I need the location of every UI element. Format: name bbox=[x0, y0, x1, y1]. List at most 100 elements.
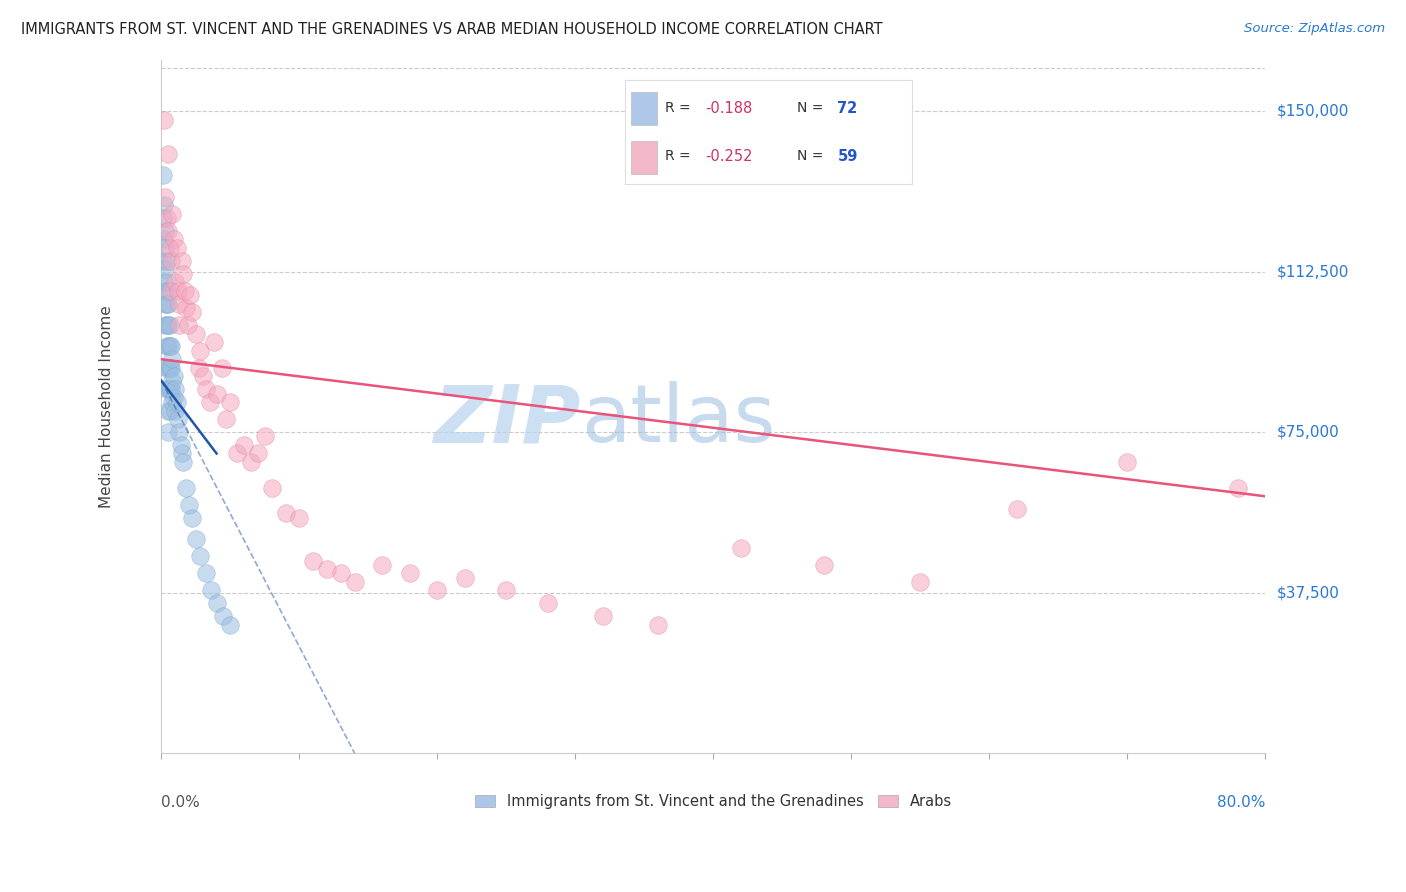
Point bbox=[165, 403, 187, 417]
Point bbox=[191, 369, 214, 384]
Point bbox=[155, 284, 177, 298]
Point bbox=[156, 275, 179, 289]
Point bbox=[184, 326, 207, 341]
Point bbox=[202, 335, 225, 350]
Point bbox=[162, 352, 184, 367]
Point bbox=[194, 566, 217, 581]
Point bbox=[172, 267, 194, 281]
Text: 0.0%: 0.0% bbox=[162, 795, 200, 810]
Point bbox=[170, 253, 193, 268]
Text: atlas: atlas bbox=[581, 381, 775, 459]
Point bbox=[163, 369, 186, 384]
Text: 80.0%: 80.0% bbox=[1218, 795, 1265, 810]
Point bbox=[180, 510, 202, 524]
Point bbox=[157, 224, 180, 238]
Point bbox=[211, 360, 233, 375]
Point bbox=[167, 284, 190, 298]
Point bbox=[1226, 481, 1249, 495]
Text: $37,500: $37,500 bbox=[1277, 585, 1340, 600]
Text: ZIP: ZIP bbox=[433, 381, 581, 459]
Point bbox=[153, 112, 176, 127]
Point bbox=[371, 558, 394, 572]
Point bbox=[343, 574, 366, 589]
Point bbox=[163, 232, 186, 246]
Point bbox=[162, 374, 184, 388]
Point bbox=[156, 382, 179, 396]
Point bbox=[157, 339, 180, 353]
Point bbox=[302, 553, 325, 567]
Point bbox=[162, 395, 184, 409]
Point bbox=[169, 296, 191, 310]
Point bbox=[159, 318, 181, 332]
Point bbox=[153, 232, 176, 246]
Point bbox=[288, 510, 311, 524]
Point bbox=[205, 596, 228, 610]
Point bbox=[240, 455, 263, 469]
Point bbox=[180, 305, 202, 319]
Point bbox=[156, 253, 179, 268]
Point bbox=[426, 583, 449, 598]
Point bbox=[157, 318, 180, 332]
Point bbox=[159, 339, 181, 353]
Point bbox=[177, 498, 200, 512]
Text: Source: ZipAtlas.com: Source: ZipAtlas.com bbox=[1244, 22, 1385, 36]
Point bbox=[152, 168, 174, 182]
Point bbox=[159, 241, 181, 255]
Point bbox=[160, 253, 183, 268]
Point bbox=[172, 455, 194, 469]
Point bbox=[179, 288, 201, 302]
Point bbox=[176, 318, 198, 332]
Point bbox=[162, 207, 184, 221]
Point bbox=[169, 318, 191, 332]
Point bbox=[212, 609, 235, 624]
Point bbox=[165, 382, 187, 396]
Point bbox=[157, 296, 180, 310]
Point bbox=[159, 403, 181, 417]
Point bbox=[174, 481, 197, 495]
Point bbox=[233, 438, 256, 452]
Point bbox=[592, 609, 614, 624]
Point bbox=[153, 198, 176, 212]
Point bbox=[173, 284, 195, 298]
Point bbox=[274, 507, 297, 521]
Point bbox=[163, 391, 186, 405]
Point bbox=[188, 343, 211, 358]
Point bbox=[155, 296, 177, 310]
Point bbox=[155, 241, 177, 255]
Text: $75,000: $75,000 bbox=[1277, 425, 1339, 440]
Point bbox=[157, 360, 180, 375]
Point bbox=[156, 211, 179, 225]
Point bbox=[219, 617, 242, 632]
Point bbox=[170, 446, 193, 460]
Point bbox=[215, 412, 238, 426]
Point bbox=[187, 360, 209, 375]
Point bbox=[198, 395, 221, 409]
Point bbox=[647, 617, 669, 632]
Point bbox=[160, 360, 183, 375]
Point bbox=[730, 541, 752, 555]
Point bbox=[316, 562, 339, 576]
Point bbox=[813, 558, 835, 572]
Point bbox=[152, 253, 174, 268]
Point bbox=[495, 583, 517, 598]
Point bbox=[155, 262, 177, 277]
Point bbox=[188, 549, 211, 564]
Text: $150,000: $150,000 bbox=[1277, 103, 1348, 119]
Point bbox=[157, 284, 180, 298]
Point bbox=[156, 296, 179, 310]
Point bbox=[160, 382, 183, 396]
Text: IMMIGRANTS FROM ST. VINCENT AND THE GRENADINES VS ARAB MEDIAN HOUSEHOLD INCOME C: IMMIGRANTS FROM ST. VINCENT AND THE GREN… bbox=[21, 22, 883, 37]
Point bbox=[166, 241, 188, 255]
Point bbox=[160, 339, 183, 353]
Point bbox=[165, 275, 187, 289]
Point bbox=[200, 583, 222, 598]
Point bbox=[156, 318, 179, 332]
Point bbox=[329, 566, 352, 581]
Text: $112,500: $112,500 bbox=[1277, 264, 1348, 279]
Point bbox=[194, 382, 217, 396]
Point bbox=[159, 382, 181, 396]
Point bbox=[152, 211, 174, 225]
Point bbox=[398, 566, 420, 581]
Point bbox=[1005, 502, 1028, 516]
Point bbox=[167, 412, 190, 426]
